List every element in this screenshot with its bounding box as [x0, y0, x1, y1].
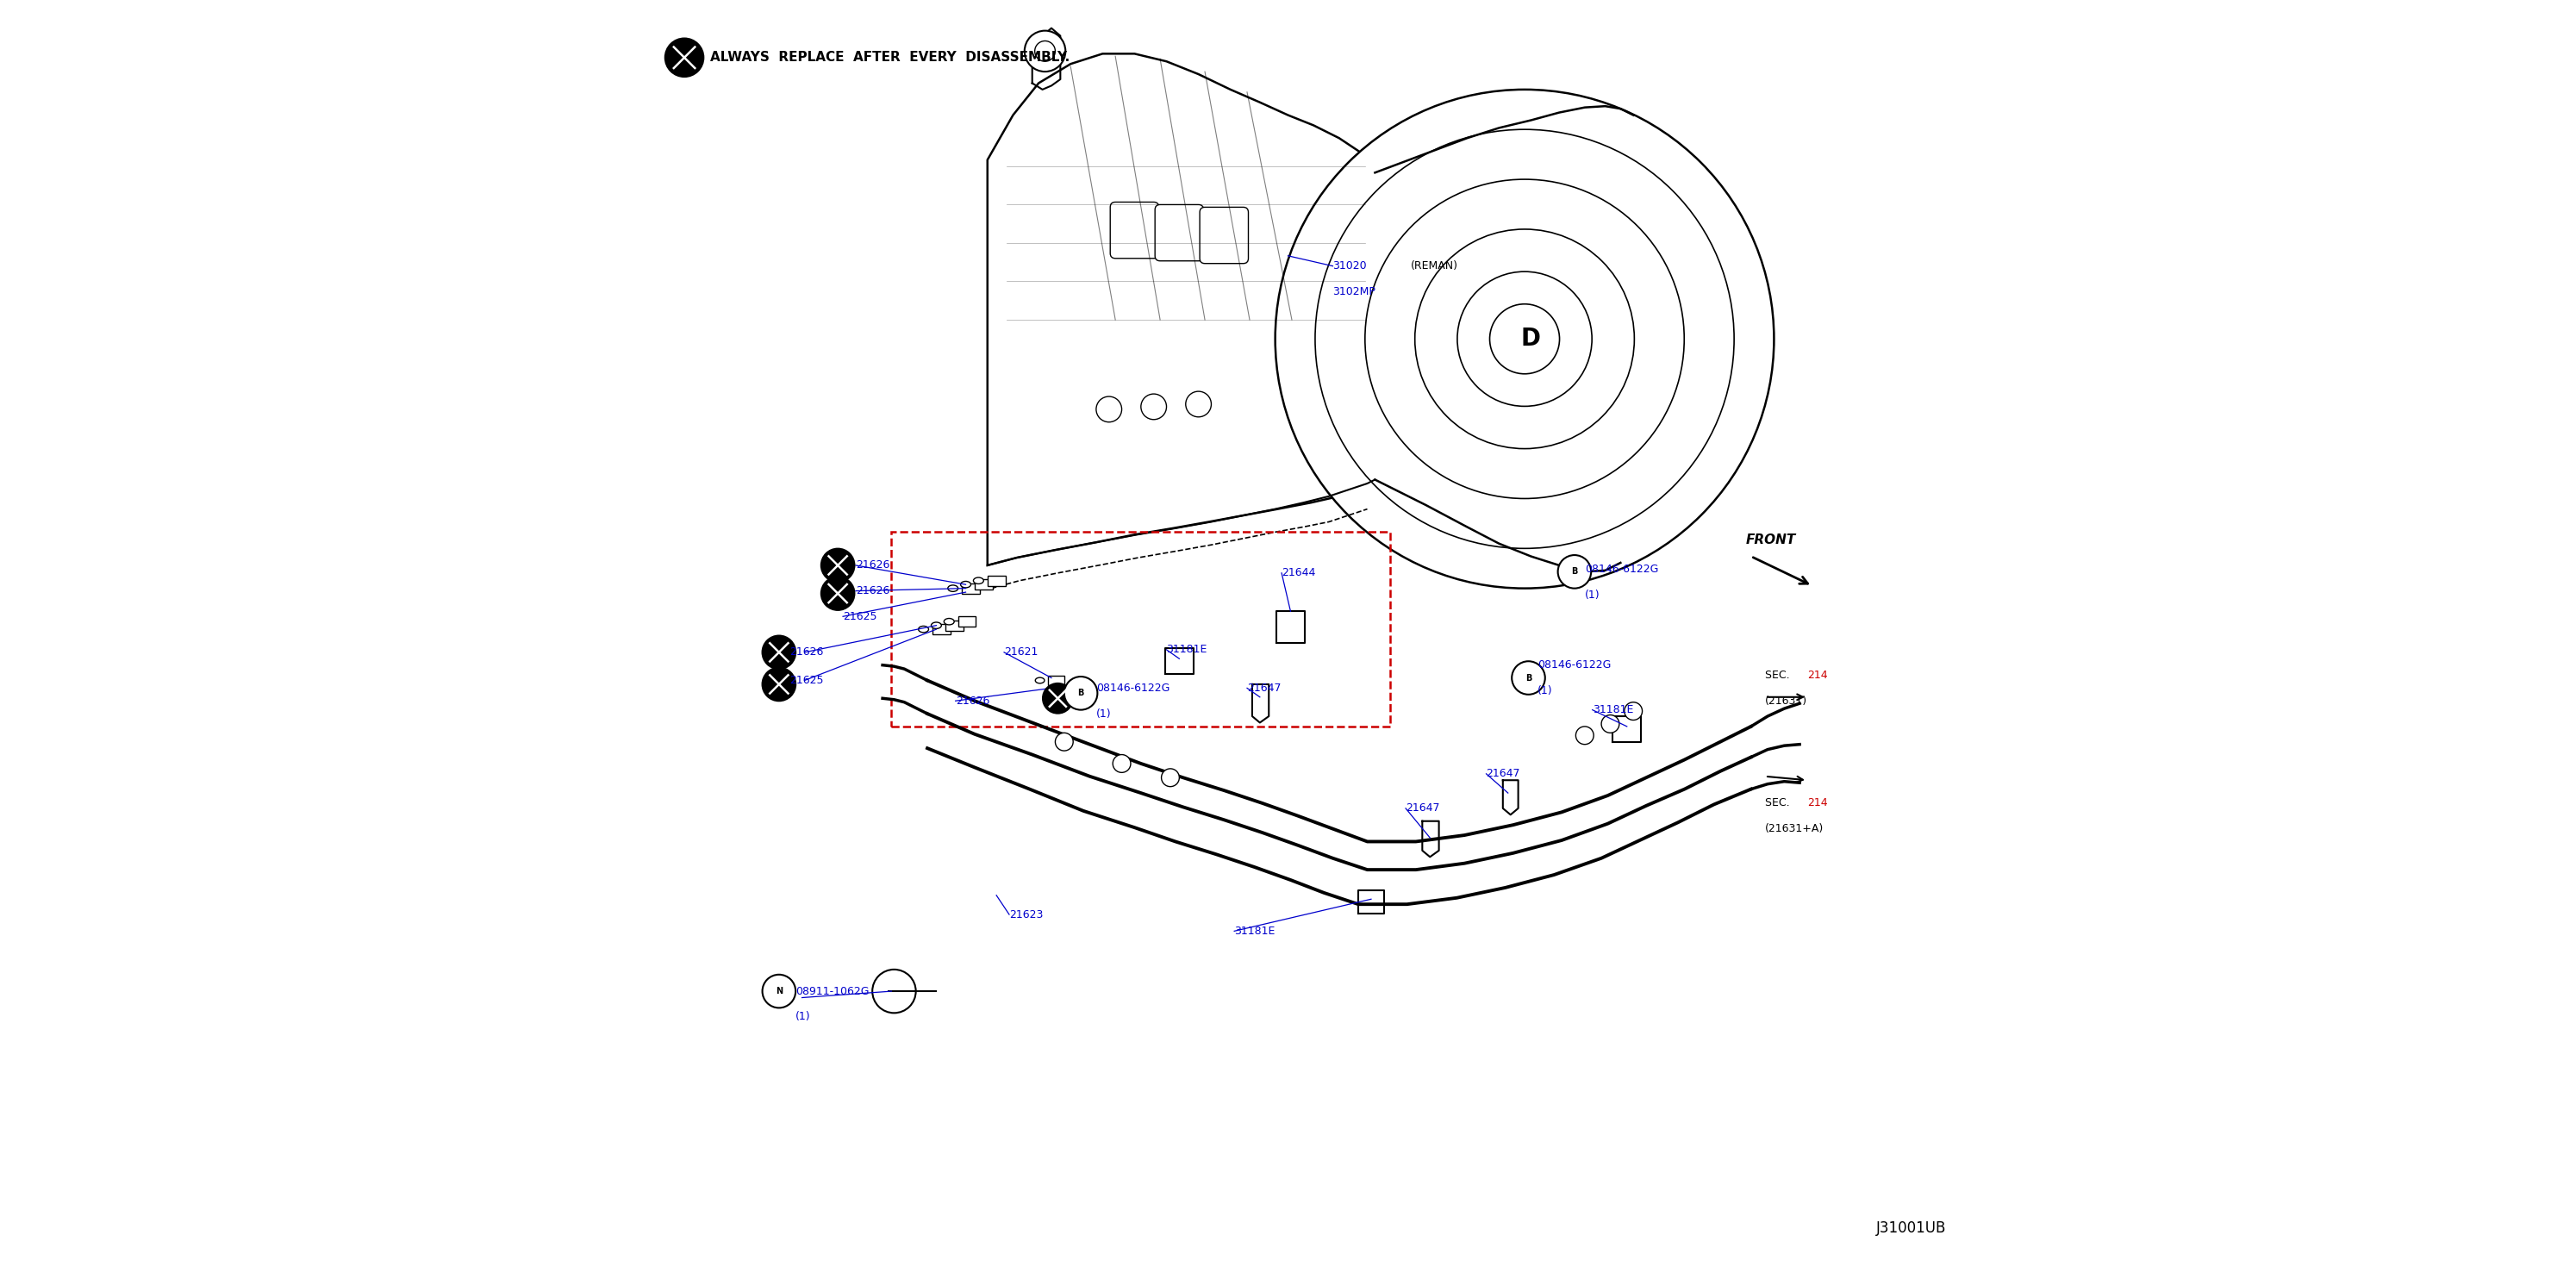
- FancyBboxPatch shape: [945, 620, 963, 631]
- Text: 21626: 21626: [788, 647, 824, 657]
- FancyBboxPatch shape: [1110, 202, 1159, 258]
- FancyBboxPatch shape: [958, 616, 976, 627]
- Text: D: D: [1520, 327, 1540, 350]
- Text: SEC.: SEC.: [1765, 670, 1793, 680]
- Circle shape: [1025, 31, 1066, 72]
- Circle shape: [762, 636, 796, 669]
- Text: (1): (1): [1097, 709, 1110, 719]
- Circle shape: [1602, 715, 1620, 733]
- FancyBboxPatch shape: [1154, 205, 1203, 261]
- Text: FRONT: FRONT: [1747, 533, 1795, 546]
- Text: (21631): (21631): [1765, 696, 1808, 706]
- Circle shape: [1043, 683, 1072, 714]
- Circle shape: [822, 549, 855, 582]
- Text: 214: 214: [1808, 670, 1826, 680]
- Circle shape: [1185, 391, 1211, 417]
- Text: 21647: 21647: [1486, 769, 1520, 779]
- Text: 21623: 21623: [1010, 909, 1043, 920]
- FancyBboxPatch shape: [974, 579, 992, 590]
- Circle shape: [1056, 733, 1074, 751]
- Text: 21647: 21647: [1247, 683, 1280, 693]
- FancyBboxPatch shape: [1048, 675, 1064, 686]
- Text: 21644: 21644: [1283, 568, 1316, 578]
- Ellipse shape: [948, 586, 958, 591]
- Circle shape: [762, 668, 796, 701]
- Text: 08146-6122G: 08146-6122G: [1584, 564, 1659, 574]
- Circle shape: [873, 969, 917, 1013]
- Ellipse shape: [930, 623, 940, 629]
- Circle shape: [1113, 755, 1131, 773]
- Circle shape: [1064, 677, 1097, 710]
- Polygon shape: [987, 54, 1376, 565]
- Text: 08146-6122G: 08146-6122G: [1538, 660, 1610, 670]
- Circle shape: [762, 975, 796, 1008]
- Text: J31001UB: J31001UB: [1875, 1220, 1947, 1236]
- Ellipse shape: [974, 578, 984, 583]
- Text: 214: 214: [1808, 798, 1826, 808]
- Text: SEC.: SEC.: [1765, 798, 1793, 808]
- Circle shape: [665, 38, 703, 77]
- Text: (1): (1): [796, 1012, 811, 1022]
- FancyBboxPatch shape: [961, 583, 979, 593]
- Ellipse shape: [943, 618, 953, 625]
- Text: 08911-1062G: 08911-1062G: [796, 986, 868, 996]
- Text: (REMAN): (REMAN): [1412, 261, 1458, 271]
- Text: (1): (1): [1584, 590, 1600, 600]
- Text: 21626: 21626: [855, 560, 889, 570]
- Text: 21626: 21626: [855, 586, 889, 596]
- Text: 31181E: 31181E: [1167, 645, 1208, 655]
- Circle shape: [1275, 90, 1775, 588]
- Ellipse shape: [1036, 678, 1043, 683]
- FancyBboxPatch shape: [987, 576, 1005, 586]
- Circle shape: [822, 577, 855, 610]
- Text: B: B: [1077, 689, 1084, 697]
- Circle shape: [1097, 396, 1121, 422]
- Text: 21621: 21621: [1005, 647, 1038, 657]
- Circle shape: [1577, 726, 1595, 744]
- Text: B: B: [1525, 674, 1533, 682]
- Text: 21625: 21625: [842, 611, 876, 622]
- Circle shape: [1625, 702, 1643, 720]
- FancyBboxPatch shape: [1200, 207, 1249, 263]
- Text: 31020: 31020: [1332, 261, 1368, 271]
- FancyBboxPatch shape: [933, 624, 951, 634]
- Text: (1): (1): [1538, 686, 1553, 696]
- Circle shape: [1141, 394, 1167, 420]
- Circle shape: [1558, 555, 1592, 588]
- Circle shape: [1512, 661, 1546, 694]
- Text: 08146-6122G: 08146-6122G: [1097, 683, 1170, 693]
- Circle shape: [1036, 41, 1056, 61]
- Text: 3102MP: 3102MP: [1332, 286, 1376, 297]
- Text: 31181E: 31181E: [1592, 705, 1633, 715]
- Text: 21647: 21647: [1406, 803, 1440, 813]
- Circle shape: [1162, 769, 1180, 787]
- Text: B: B: [1571, 568, 1577, 576]
- Text: ALWAYS  REPLACE  AFTER  EVERY  DISASSEMBLY.: ALWAYS REPLACE AFTER EVERY DISASSEMBLY.: [711, 51, 1069, 64]
- Text: N: N: [775, 987, 783, 995]
- Text: (21631+A): (21631+A): [1765, 824, 1824, 834]
- Ellipse shape: [961, 581, 971, 588]
- Text: 21625: 21625: [788, 675, 824, 686]
- Ellipse shape: [920, 627, 927, 633]
- Text: 21626: 21626: [956, 696, 989, 706]
- Text: 31181E: 31181E: [1234, 926, 1275, 936]
